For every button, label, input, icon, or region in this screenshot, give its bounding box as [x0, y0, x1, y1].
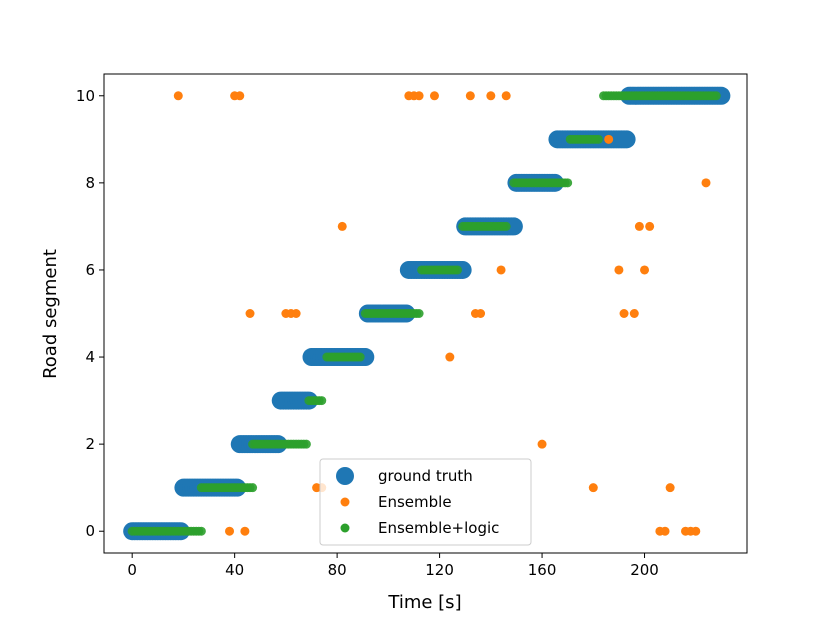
y-tick-label: 10 [76, 87, 95, 105]
y-axis-ticks: 0 2 4 6 8 10 [76, 87, 104, 540]
legend-marker-ground-truth [336, 467, 354, 485]
ensemble-point [537, 439, 547, 449]
x-tick-label: 160 [528, 561, 557, 579]
ensemble-point [235, 91, 245, 101]
ground-truth-point [617, 130, 636, 149]
ensemble-logic-point [453, 265, 463, 275]
ensemble-point [225, 526, 235, 536]
y-tick-label: 4 [85, 348, 95, 366]
y-tick-label: 2 [85, 435, 95, 453]
ensemble-logic-point [711, 91, 721, 101]
ensemble-point [414, 91, 424, 101]
ensemble-point [501, 91, 511, 101]
ground-truth-point [453, 260, 472, 279]
ensemble-logic-markers [127, 91, 721, 536]
ensemble-point [645, 221, 655, 231]
ensemble-point [465, 91, 475, 101]
ensemble-point [640, 265, 650, 275]
ensemble-logic-point [301, 439, 311, 449]
y-tick-label: 8 [85, 174, 95, 192]
x-tick-label: 40 [225, 561, 244, 579]
legend-box [319, 458, 532, 546]
x-tick-label: 80 [328, 561, 347, 579]
x-tick-label: 120 [425, 561, 454, 579]
x-axis-label: Time [s] [387, 592, 461, 613]
ensemble-logic-point [355, 352, 365, 362]
ensemble-point [604, 134, 614, 144]
ensemble-point [588, 483, 598, 493]
legend: ground truth Ensemble Ensemble+logic [319, 458, 532, 546]
legend-label-ground-truth: ground truth [378, 467, 473, 485]
ensemble-point [173, 91, 183, 101]
ground-truth-point [712, 86, 731, 105]
ensemble-logic-point [317, 396, 327, 406]
ensemble-point [486, 91, 496, 101]
ensemble-point [291, 309, 301, 318]
legend-label-ensemble-logic: Ensemble+logic [378, 519, 499, 537]
ensemble-point [660, 526, 670, 536]
ground-truth-point [504, 217, 523, 236]
ensemble-point [496, 265, 506, 275]
legend-marker-ensemble [340, 497, 350, 507]
x-tick-label: 0 [127, 561, 137, 579]
ensemble-markers [173, 91, 711, 536]
ensemble-logic-point [593, 134, 603, 144]
x-axis-ticks: 0 40 80 120 160 200 [127, 553, 659, 579]
ensemble-logic-point [248, 483, 258, 493]
ground-truth-point [356, 348, 375, 367]
plot-frame [103, 73, 748, 554]
ensemble-point [629, 309, 639, 318]
ensemble-point [614, 265, 624, 275]
ensemble-point [245, 309, 255, 318]
ensemble-logic-point [414, 309, 424, 318]
y-axis-label: Road segment [40, 249, 61, 379]
legend-marker-ensemble-logic [340, 523, 350, 533]
ensemble-point [240, 526, 250, 536]
ensemble-logic-point [196, 526, 206, 536]
ensemble-point [429, 91, 439, 101]
ensemble-point [691, 526, 701, 536]
ensemble-point [701, 178, 711, 188]
y-tick-label: 6 [85, 261, 95, 279]
ensemble-point [619, 309, 629, 318]
ensemble-logic-point [563, 178, 573, 188]
ensemble-point [476, 309, 486, 318]
ensemble-point [337, 221, 347, 231]
legend-label-ensemble: Ensemble [378, 493, 452, 511]
y-tick-label: 0 [85, 522, 95, 540]
ensemble-point [634, 221, 644, 231]
x-tick-label: 200 [630, 561, 659, 579]
ensemble-point [445, 352, 455, 362]
ensemble-logic-point [501, 221, 511, 231]
ensemble-point [665, 483, 675, 493]
